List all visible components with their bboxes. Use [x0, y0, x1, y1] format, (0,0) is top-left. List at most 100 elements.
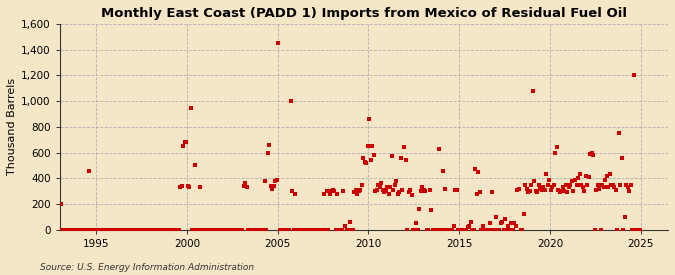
Point — [360, 161, 371, 165]
Point — [491, 215, 502, 219]
Point — [74, 228, 84, 232]
Point — [524, 189, 535, 193]
Point — [537, 188, 547, 192]
Point — [565, 183, 576, 187]
Point — [241, 185, 252, 189]
Point — [302, 228, 313, 232]
Point — [165, 228, 176, 232]
Point — [406, 193, 417, 197]
Point — [420, 189, 431, 193]
Point — [468, 228, 479, 232]
Point — [199, 228, 210, 232]
Point — [343, 228, 354, 232]
Point — [485, 221, 495, 226]
Point — [466, 228, 477, 232]
Point — [141, 228, 152, 232]
Point — [320, 228, 331, 232]
Point — [508, 228, 518, 232]
Point — [520, 183, 531, 187]
Point — [90, 228, 101, 232]
Point — [326, 189, 337, 193]
Point — [152, 228, 163, 232]
Point — [273, 41, 284, 45]
Point — [585, 152, 595, 156]
Point — [296, 228, 306, 232]
Point — [618, 228, 629, 232]
Point — [135, 228, 146, 232]
Point — [200, 228, 211, 232]
Point — [389, 183, 400, 187]
Point — [481, 228, 491, 232]
Point — [379, 190, 389, 195]
Point — [477, 224, 488, 228]
Point — [263, 150, 273, 155]
Point — [385, 185, 396, 189]
Point — [69, 228, 80, 232]
Point — [113, 228, 124, 232]
Point — [630, 228, 641, 232]
Point — [381, 189, 392, 193]
Point — [68, 228, 78, 232]
Point — [404, 188, 415, 192]
Point — [70, 228, 81, 232]
Point — [175, 185, 186, 189]
Point — [510, 224, 521, 228]
Point — [498, 228, 509, 232]
Point — [574, 172, 585, 177]
Point — [275, 228, 286, 232]
Point — [423, 228, 433, 232]
Point — [588, 153, 599, 157]
Point — [472, 170, 483, 174]
Point — [403, 190, 414, 195]
Point — [109, 228, 120, 232]
Point — [108, 228, 119, 232]
Point — [103, 228, 114, 232]
Point — [171, 228, 182, 232]
Point — [391, 179, 402, 183]
Point — [582, 183, 593, 187]
Point — [614, 131, 624, 136]
Point — [350, 188, 361, 192]
Point — [55, 202, 66, 206]
Point — [84, 168, 95, 173]
Point — [120, 228, 131, 232]
Point — [155, 228, 166, 232]
Point — [624, 189, 635, 193]
Point — [632, 228, 643, 232]
Point — [325, 192, 335, 196]
Point — [479, 228, 489, 232]
Point — [421, 228, 432, 232]
Point — [185, 105, 196, 110]
Point — [88, 228, 99, 232]
Point — [303, 228, 314, 232]
Point — [243, 228, 254, 232]
Point — [426, 208, 437, 213]
Point — [169, 228, 180, 232]
Point — [462, 225, 473, 229]
Point — [151, 228, 161, 232]
Point — [594, 186, 605, 191]
Point — [633, 228, 644, 232]
Point — [544, 177, 555, 182]
Point — [313, 228, 323, 232]
Point — [609, 185, 620, 189]
Point — [621, 183, 632, 187]
Point — [244, 228, 255, 232]
Point — [281, 228, 292, 232]
Point — [261, 228, 272, 232]
Point — [471, 192, 482, 196]
Point — [317, 228, 327, 232]
Point — [101, 228, 111, 232]
Point — [529, 179, 539, 183]
Point — [75, 228, 86, 232]
Point — [522, 190, 533, 195]
Point — [370, 189, 381, 193]
Point — [146, 228, 157, 232]
Point — [190, 163, 200, 168]
Point — [140, 228, 151, 232]
Text: Source: U.S. Energy Information Administration: Source: U.S. Energy Information Administ… — [40, 263, 254, 272]
Point — [277, 228, 288, 232]
Point — [464, 224, 475, 228]
Point — [264, 143, 275, 147]
Point — [128, 228, 138, 232]
